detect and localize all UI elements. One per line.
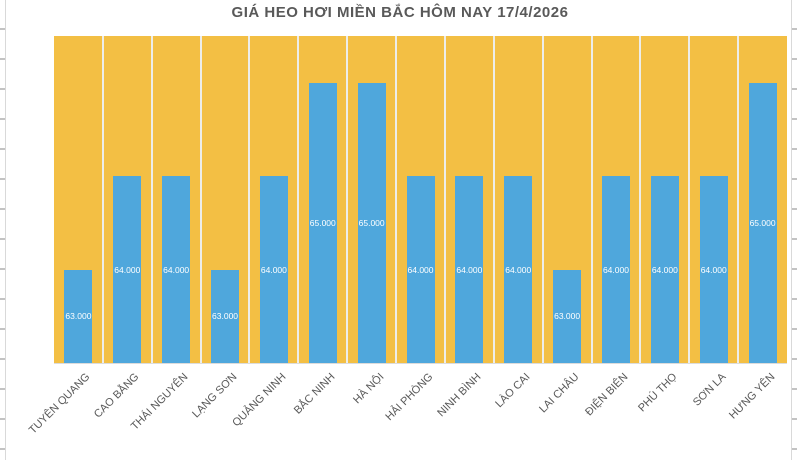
x-axis-label: PHÚ THỌ bbox=[635, 371, 680, 415]
x-axis-label: QUẢNG NINH bbox=[230, 371, 289, 430]
gridline bbox=[297, 36, 300, 363]
bar-value-label: 65.000 bbox=[749, 217, 776, 228]
x-axis-label: ĐIỆN BIÊN bbox=[583, 371, 631, 419]
bar: 65.000 bbox=[308, 82, 337, 363]
x-axis-label: HƯNG YÊN bbox=[726, 371, 778, 422]
bar-value-label: 64.000 bbox=[602, 264, 629, 275]
chart-title: GIÁ HEO HƠI MIỀN BẮC HÔM NAY 17/4/2026 bbox=[231, 4, 569, 21]
x-axis-label: LẠNG SƠN bbox=[190, 371, 240, 421]
bar-value-label: 64.000 bbox=[651, 264, 678, 275]
left-frame-tick-line bbox=[0, 0, 6, 460]
gridline bbox=[101, 36, 104, 363]
bar: 63.000 bbox=[211, 269, 240, 363]
bar: 64.000 bbox=[504, 176, 533, 363]
bar: 64.000 bbox=[601, 176, 630, 363]
x-axis-label: LÀO CAI bbox=[493, 371, 533, 411]
bar: 64.000 bbox=[162, 176, 191, 363]
x-axis-label: BẮC NINH bbox=[291, 371, 338, 417]
bar: 64.000 bbox=[699, 176, 728, 363]
bar-value-label: 63.000 bbox=[212, 311, 239, 322]
bar-value-label: 64.000 bbox=[505, 264, 532, 275]
bar: 64.000 bbox=[455, 176, 484, 363]
gridline bbox=[346, 36, 349, 363]
x-axis-label: HÀ NỘI bbox=[350, 371, 387, 407]
x-axis-label: LAI CHÂU bbox=[537, 371, 582, 416]
bar-value-label: 63.000 bbox=[554, 311, 581, 322]
x-axis-label: SƠN LA bbox=[690, 371, 729, 409]
bar-value-label: 64.000 bbox=[700, 264, 727, 275]
bar: 65.000 bbox=[357, 82, 386, 363]
x-axis-label: NINH BÌNH bbox=[435, 371, 484, 420]
bar-value-label: 65.000 bbox=[358, 217, 385, 228]
bar-value-label: 64.000 bbox=[114, 264, 141, 275]
x-axis-label: HẢI PHÒNG bbox=[382, 371, 435, 424]
right-frame-tick-line bbox=[791, 0, 797, 460]
gridline bbox=[639, 36, 642, 363]
plot-area: 63.000 64.000 64.000 63.000 64.000 65.000 65.0… bbox=[54, 36, 787, 364]
bar-value-label: 63.000 bbox=[65, 311, 92, 322]
bar-value-label: 64.000 bbox=[260, 264, 287, 275]
bar-value-label: 64.000 bbox=[407, 264, 434, 275]
bar: 63.000 bbox=[553, 269, 582, 363]
gridline bbox=[492, 36, 495, 363]
bar-value-label: 64.000 bbox=[456, 264, 483, 275]
bar-value-label: 64.000 bbox=[163, 264, 190, 275]
bar: 64.000 bbox=[113, 176, 142, 363]
gridline bbox=[443, 36, 446, 363]
bar: 65.000 bbox=[748, 82, 777, 363]
bar-value-label: 65.000 bbox=[309, 217, 336, 228]
x-axis-label: THÁI NGUYÊN bbox=[128, 371, 191, 433]
bar: 64.000 bbox=[259, 176, 288, 363]
gridline bbox=[395, 36, 398, 363]
gridline bbox=[199, 36, 202, 363]
gridline bbox=[590, 36, 593, 363]
bar: 64.000 bbox=[406, 176, 435, 363]
gridline bbox=[248, 36, 251, 363]
bar: 64.000 bbox=[650, 176, 679, 363]
x-axis-label: TUYÊN QUANG bbox=[27, 371, 93, 437]
bar: 63.000 bbox=[64, 269, 93, 363]
gridline bbox=[737, 36, 740, 363]
gridline bbox=[150, 36, 153, 363]
x-axis-label: CAO BẰNG bbox=[92, 371, 142, 421]
gridline bbox=[688, 36, 691, 363]
gridline bbox=[541, 36, 544, 363]
